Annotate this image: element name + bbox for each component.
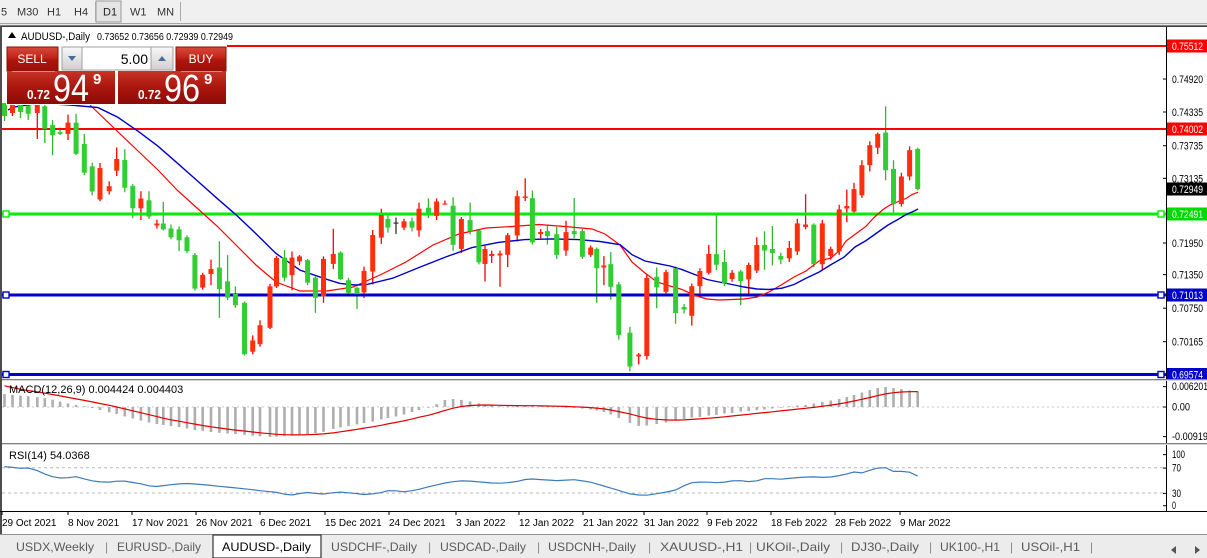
svg-text:USDCNH-,Daily: USDCNH-,Daily bbox=[548, 540, 636, 554]
svg-text:|: | bbox=[840, 540, 843, 554]
svg-text:USOil-,H1: USOil-,H1 bbox=[1021, 540, 1080, 554]
svg-text:9 Feb 2022: 9 Feb 2022 bbox=[707, 518, 758, 529]
svg-text:|: | bbox=[749, 540, 752, 554]
svg-text:|: | bbox=[648, 540, 651, 554]
svg-text:MN: MN bbox=[157, 7, 174, 19]
svg-text:6 Dec 2021: 6 Dec 2021 bbox=[260, 518, 312, 529]
svg-text:100: 100 bbox=[1172, 449, 1185, 461]
svg-text:USDCHF-,Daily: USDCHF-,Daily bbox=[331, 540, 417, 554]
svg-text:XAUUSD-,H1: XAUUSD-,H1 bbox=[660, 540, 743, 554]
svg-text:H1: H1 bbox=[47, 7, 61, 19]
svg-text:|: | bbox=[1010, 540, 1013, 554]
svg-text:29 Oct 2021: 29 Oct 2021 bbox=[2, 518, 57, 529]
svg-text:5.00: 5.00 bbox=[121, 51, 148, 67]
svg-text:0.73652 0.73656 0.72939 0.7294: 0.73652 0.73656 0.72939 0.72949 bbox=[97, 32, 233, 43]
svg-text:M30: M30 bbox=[17, 7, 38, 19]
svg-text:0.74335: 0.74335 bbox=[1172, 107, 1203, 119]
svg-text:9: 9 bbox=[93, 71, 101, 88]
svg-text:70: 70 bbox=[1172, 463, 1181, 475]
svg-text:9 Mar 2022: 9 Mar 2022 bbox=[900, 518, 951, 529]
svg-text:28 Feb 2022: 28 Feb 2022 bbox=[835, 518, 892, 529]
svg-text:0.72: 0.72 bbox=[138, 87, 161, 102]
svg-text:|: | bbox=[105, 540, 108, 554]
svg-text:|: | bbox=[537, 540, 540, 554]
svg-text:5: 5 bbox=[1, 7, 7, 19]
svg-text:|: | bbox=[428, 540, 431, 554]
svg-text:94: 94 bbox=[53, 68, 89, 110]
svg-text:9: 9 bbox=[204, 71, 212, 88]
svg-text:0.006201: 0.006201 bbox=[1172, 381, 1207, 393]
svg-text:AUDUSD-,Daily: AUDUSD-,Daily bbox=[21, 31, 90, 43]
svg-text:SELL: SELL bbox=[17, 52, 47, 66]
svg-text:USDCAD-,Daily: USDCAD-,Daily bbox=[440, 540, 526, 554]
svg-text:18 Feb 2022: 18 Feb 2022 bbox=[771, 518, 828, 529]
svg-text:0.72949: 0.72949 bbox=[1172, 184, 1203, 196]
svg-text:AUDUSD-,Daily: AUDUSD-,Daily bbox=[222, 540, 311, 554]
svg-text:21 Jan 2022: 21 Jan 2022 bbox=[583, 518, 638, 529]
svg-text:0.71350: 0.71350 bbox=[1172, 270, 1203, 282]
svg-text:0: 0 bbox=[1172, 500, 1176, 512]
svg-text:|: | bbox=[929, 540, 932, 554]
svg-text:96: 96 bbox=[164, 68, 200, 110]
svg-text:31 Jan 2022: 31 Jan 2022 bbox=[644, 518, 699, 529]
svg-text:0.72491: 0.72491 bbox=[1172, 209, 1203, 221]
svg-text:0.75512: 0.75512 bbox=[1172, 41, 1203, 53]
svg-text:17 Nov 2021: 17 Nov 2021 bbox=[132, 518, 189, 529]
svg-text:30: 30 bbox=[1172, 488, 1181, 500]
svg-text:0.74920: 0.74920 bbox=[1172, 74, 1203, 86]
svg-text:D1: D1 bbox=[103, 7, 117, 19]
svg-text:DJ30-,Daily: DJ30-,Daily bbox=[851, 540, 919, 554]
svg-text:12 Jan 2022: 12 Jan 2022 bbox=[519, 518, 574, 529]
svg-text:0.71013: 0.71013 bbox=[1172, 290, 1203, 302]
svg-text:24 Dec 2021: 24 Dec 2021 bbox=[389, 518, 446, 529]
svg-text:0.00: 0.00 bbox=[1172, 402, 1190, 414]
svg-text:0.70750: 0.70750 bbox=[1172, 303, 1203, 315]
svg-text:0.69574: 0.69574 bbox=[1172, 370, 1203, 382]
svg-text:MACD(12,26,9) 0.004424 0.00440: MACD(12,26,9) 0.004424 0.004403 bbox=[9, 384, 183, 396]
svg-text:0.70165: 0.70165 bbox=[1172, 337, 1203, 349]
svg-text:H4: H4 bbox=[74, 7, 88, 19]
svg-text:EURUSD-,Daily: EURUSD-,Daily bbox=[117, 540, 201, 554]
svg-text:0.73135: 0.73135 bbox=[1172, 173, 1203, 185]
svg-text:UK100-,H1: UK100-,H1 bbox=[940, 540, 1000, 554]
svg-text:BUY: BUY bbox=[189, 52, 214, 66]
svg-text:UKOil-,Daily: UKOil-,Daily bbox=[756, 540, 830, 554]
svg-text:RSI(14) 54.0368: RSI(14) 54.0368 bbox=[9, 450, 90, 462]
svg-text:26 Nov 2021: 26 Nov 2021 bbox=[196, 518, 253, 529]
svg-text:W1: W1 bbox=[130, 7, 147, 19]
svg-text:|: | bbox=[1090, 540, 1093, 554]
svg-text:0.71950: 0.71950 bbox=[1172, 238, 1203, 250]
svg-text:0.73735: 0.73735 bbox=[1172, 141, 1203, 153]
svg-text:8 Nov 2021: 8 Nov 2021 bbox=[68, 518, 120, 529]
svg-text:-0.00919: -0.00919 bbox=[1172, 431, 1207, 443]
svg-text:3 Jan 2022: 3 Jan 2022 bbox=[456, 518, 506, 529]
svg-text:USDX,Weekly: USDX,Weekly bbox=[16, 540, 94, 554]
svg-text:0.72: 0.72 bbox=[27, 87, 50, 102]
svg-text:15 Dec 2021: 15 Dec 2021 bbox=[325, 518, 382, 529]
svg-text:0.74002: 0.74002 bbox=[1172, 124, 1203, 136]
